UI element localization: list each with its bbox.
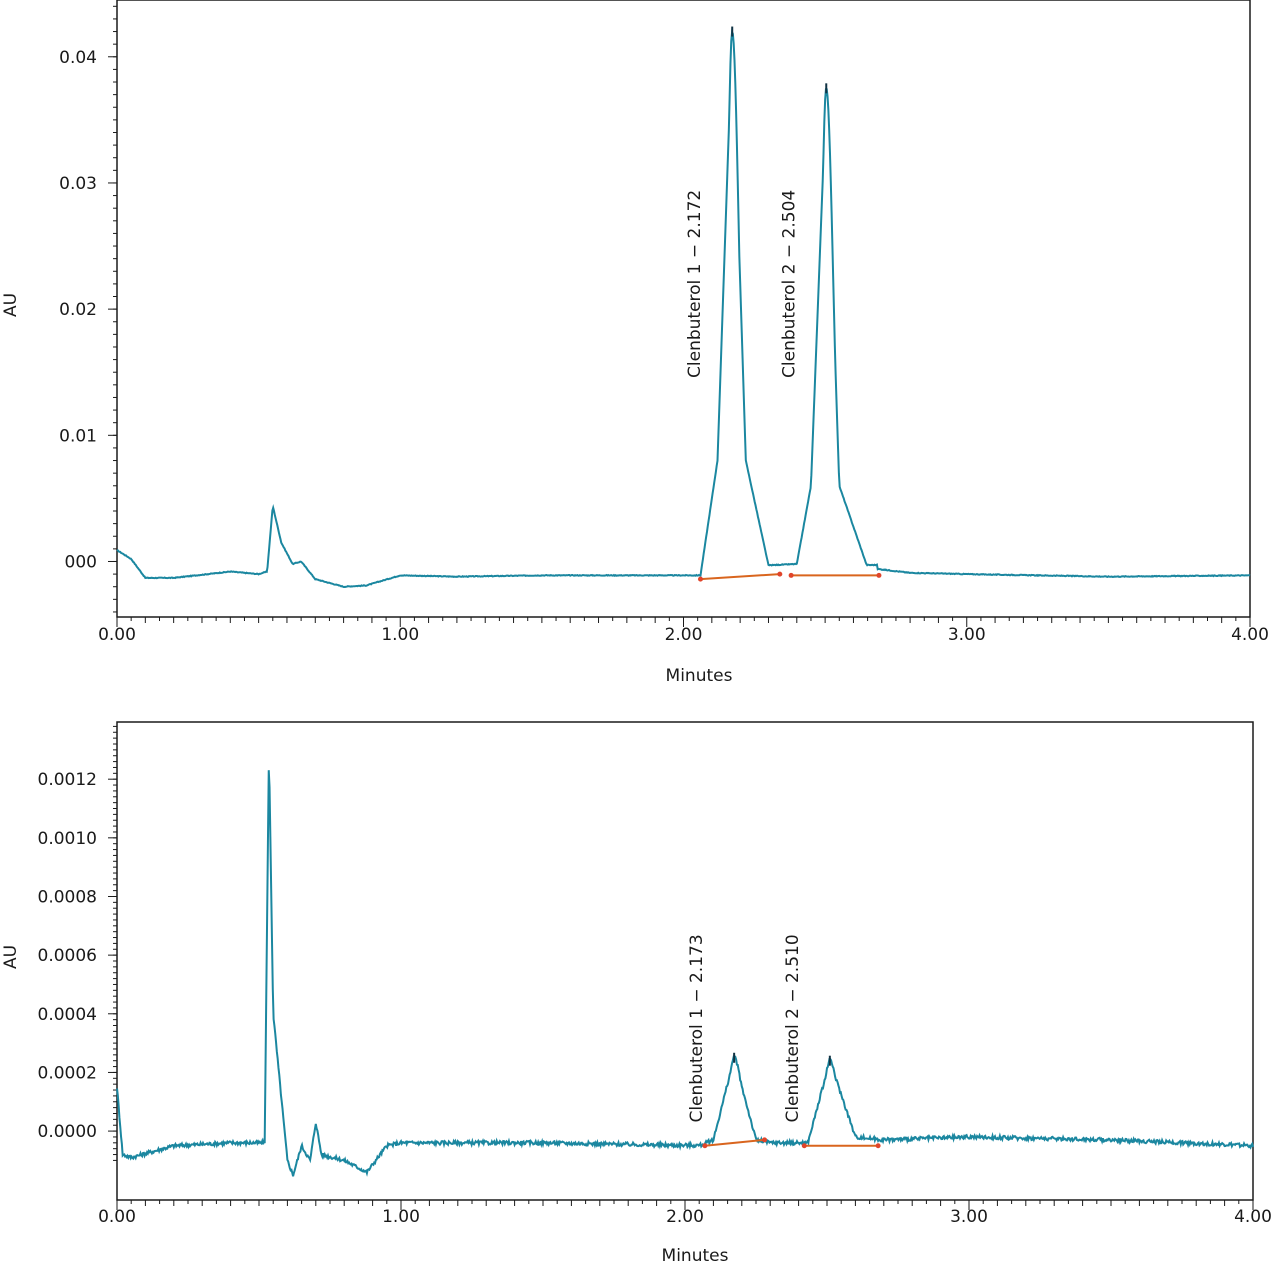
integration-baseline bbox=[704, 1138, 765, 1147]
integration-marker bbox=[777, 571, 783, 577]
y-tick-label: 0.01 bbox=[59, 426, 97, 446]
plot-area-frame bbox=[116, 0, 1251, 618]
chromatogram-panel-bottom: 0.00 1.00 2.00 3.00 4.00 0.0000 0.0002 0.0004 0.… bbox=[1, 721, 1272, 1266]
y-tick-label: 0.02 bbox=[59, 300, 97, 320]
peak-label: Clenbuterol 1 − 2.172 bbox=[685, 190, 705, 378]
integration-marker bbox=[788, 572, 794, 578]
integration-marker bbox=[702, 1143, 708, 1149]
x-tick-label: 3.00 bbox=[950, 1207, 988, 1227]
x-tick-label: 0.00 bbox=[98, 625, 136, 645]
x-axis-title: Minutes bbox=[666, 666, 733, 686]
x-tick-label: 4.00 bbox=[1231, 625, 1269, 645]
integration-marker bbox=[697, 576, 703, 582]
y-tick-label: 0.0010 bbox=[38, 829, 97, 849]
peak-label: Clenbuterol 2 − 2.504 bbox=[779, 190, 799, 378]
y-tick-label: 0.03 bbox=[59, 174, 97, 194]
x-tick-label: 1.00 bbox=[381, 625, 419, 645]
y-tick-label: 0.0006 bbox=[38, 946, 97, 966]
integration-marker bbox=[801, 1143, 807, 1149]
y-tick-label: 0.0002 bbox=[38, 1063, 97, 1083]
x-tick-label: 4.00 bbox=[1234, 1207, 1272, 1227]
y-tick-label: 0.0008 bbox=[38, 887, 97, 907]
x-tick-label: 0.00 bbox=[98, 1207, 136, 1227]
chromatogram-panel-top: 0.00 1.00 2.00 3.00 4.000000.010.020.030.04 … bbox=[1, 0, 1269, 686]
integration-marker bbox=[762, 1137, 768, 1143]
integration-marker bbox=[875, 1143, 881, 1149]
y-tick-label: 000 bbox=[65, 552, 97, 572]
integration-baseline bbox=[700, 573, 780, 581]
chromatogram-trace bbox=[116, 28, 1251, 589]
integration-marker bbox=[876, 572, 882, 578]
chromatogram-trace bbox=[116, 770, 1254, 1177]
y-axis-title: AU bbox=[1, 293, 21, 317]
peak-label: Clenbuterol 2 − 2.510 bbox=[783, 934, 803, 1122]
y-tick-label: 0.0004 bbox=[38, 1005, 97, 1025]
y-tick-label: 0.0000 bbox=[38, 1122, 97, 1142]
x-axis-title: Minutes bbox=[662, 1246, 729, 1266]
y-axis-title: AU bbox=[1, 945, 21, 969]
y-tick-label: 0.0012 bbox=[38, 770, 97, 790]
x-tick-label: 2.00 bbox=[665, 625, 703, 645]
x-tick-label: 2.00 bbox=[666, 1207, 704, 1227]
x-tick-label: 3.00 bbox=[948, 625, 986, 645]
peak-label: Clenbuterol 1 − 2.173 bbox=[687, 934, 707, 1122]
plot-area-frame bbox=[116, 721, 1254, 1201]
y-tick-label: 0.04 bbox=[59, 48, 97, 68]
x-tick-label: 1.00 bbox=[382, 1207, 420, 1227]
